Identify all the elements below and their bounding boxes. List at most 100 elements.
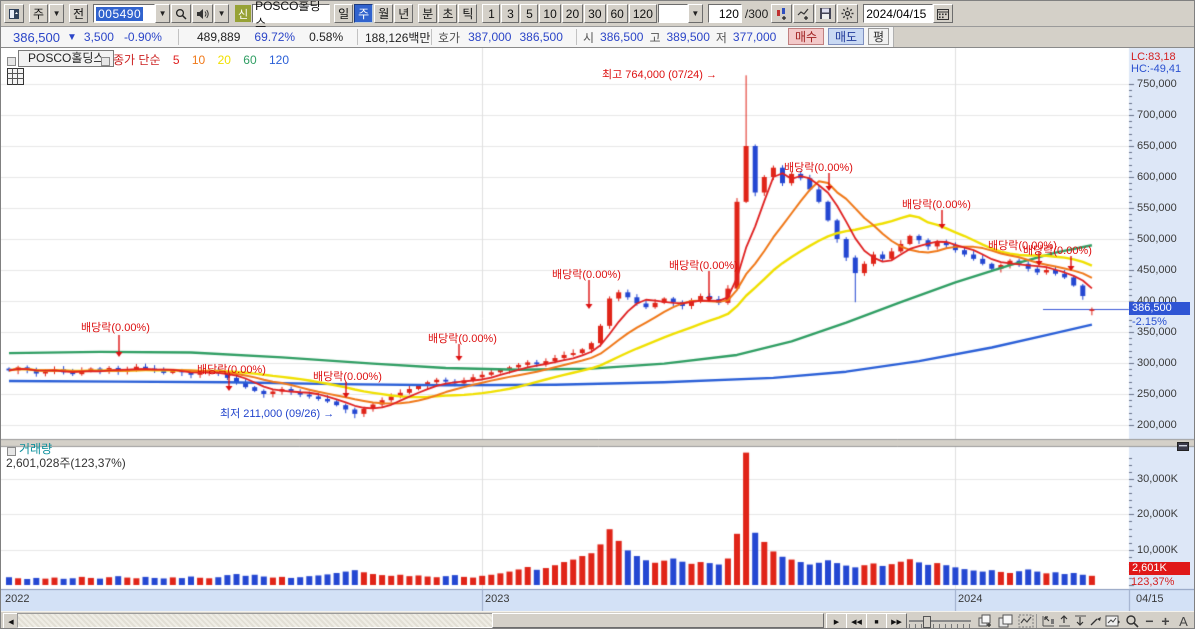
new-signal-badge: 신 bbox=[235, 5, 252, 22]
period-tab-year[interactable]: 년 bbox=[394, 4, 414, 23]
new-window-button[interactable] bbox=[997, 613, 1014, 628]
avg-button[interactable]: 평 bbox=[868, 28, 889, 45]
trendline-tool-button[interactable] bbox=[1088, 613, 1105, 628]
period-tab-month[interactable]: 월 bbox=[374, 4, 394, 23]
quote-cells: 386,500 ▼ 3,500 -0.90% 489,889 69.72% 0.… bbox=[1, 27, 894, 47]
price-volume-chart[interactable] bbox=[1, 48, 1194, 611]
interval-1[interactable]: 1 bbox=[482, 4, 501, 23]
interval-3[interactable]: 3 bbox=[501, 4, 520, 23]
pattern-search-button[interactable] bbox=[1017, 613, 1034, 628]
trendline-tool-icon bbox=[1090, 617, 1101, 626]
period-tab-tick[interactable]: 틱 bbox=[458, 4, 478, 23]
rate-pct: 0.58% bbox=[309, 30, 344, 44]
sound-dropdown-arrow[interactable]: ▼ bbox=[214, 4, 230, 23]
sell-button[interactable]: 매도 bbox=[828, 28, 864, 45]
interval-combo[interactable] bbox=[657, 4, 688, 23]
stock-name: POSCO홀딩스 bbox=[255, 0, 321, 30]
gear-icon bbox=[841, 7, 854, 20]
new-window-icon bbox=[998, 614, 1013, 628]
buy-button[interactable]: 매수 bbox=[788, 28, 824, 45]
search-button[interactable] bbox=[171, 4, 192, 23]
ask-price: 387,000 bbox=[468, 30, 512, 44]
price-change-pct: -0.90% bbox=[123, 30, 162, 44]
stop-button[interactable]: ■ bbox=[866, 613, 887, 628]
speed-slider-thumb[interactable] bbox=[923, 616, 931, 628]
volume-value: 489,889 bbox=[197, 30, 241, 44]
interval-20[interactable]: 20 bbox=[561, 4, 584, 23]
compare-add-icon bbox=[978, 614, 991, 627]
turnover-pct: 69.72% bbox=[254, 30, 296, 44]
bar-count-value: 120 bbox=[718, 6, 739, 21]
chart-type-combo[interactable]: 주 bbox=[29, 4, 49, 23]
play-button[interactable]: ▶ bbox=[826, 613, 847, 628]
zoom-button[interactable] bbox=[1123, 613, 1140, 628]
rewind-button[interactable]: ◀◀ bbox=[846, 613, 867, 628]
low-point-tool-icon bbox=[1075, 615, 1086, 626]
high-point-tool-button[interactable] bbox=[1056, 613, 1073, 628]
bottom-toolbar: ◀ ▶ ◀◀ ■ ▶▶ bbox=[1, 611, 1194, 629]
period-tab-minute[interactable]: 분 bbox=[418, 4, 438, 23]
zoom-in-button[interactable]: + bbox=[1161, 613, 1170, 629]
chart-image-tool-button[interactable] bbox=[1104, 613, 1121, 628]
forward-button[interactable]: ▶▶ bbox=[886, 613, 907, 628]
interval-10[interactable]: 10 bbox=[539, 4, 561, 23]
zoom-out-button[interactable]: − bbox=[1145, 613, 1154, 629]
date-value: 2024/04/15 bbox=[866, 6, 927, 21]
add-candle-icon bbox=[777, 8, 787, 20]
stock-name-combo[interactable]: POSCO홀딩스 bbox=[252, 1, 331, 30]
low-point-tool-button[interactable] bbox=[1072, 613, 1089, 628]
high-point-tool-icon bbox=[1059, 615, 1070, 627]
settings-button[interactable] bbox=[837, 4, 859, 23]
low-price: 377,000 bbox=[732, 30, 777, 44]
price-change: 3,500 bbox=[83, 30, 114, 44]
interval-60[interactable]: 60 bbox=[606, 4, 628, 23]
code-dropdown-arrow[interactable]: ▼ bbox=[155, 4, 171, 23]
down-arrow-icon: ▼ bbox=[67, 31, 77, 43]
bar-count-input[interactable]: 120 bbox=[707, 4, 742, 23]
period-tab-day[interactable]: 일 bbox=[334, 4, 354, 23]
crosshair-tool-icon bbox=[1042, 616, 1054, 627]
bid-price: 386,500 bbox=[519, 30, 563, 44]
zoom-icon bbox=[1125, 615, 1139, 628]
add-trendline-button[interactable] bbox=[793, 4, 815, 23]
current-volume-badge: 2,601K bbox=[1129, 562, 1190, 575]
save-icon bbox=[820, 8, 832, 19]
open-label: 시 bbox=[583, 30, 595, 45]
search-icon bbox=[176, 8, 187, 20]
crosshair-tool-button[interactable] bbox=[1040, 613, 1057, 628]
speed-slider-ticks bbox=[909, 624, 971, 628]
date-input[interactable]: 2024/04/15 bbox=[863, 4, 934, 23]
jeon-button[interactable]: 전 bbox=[69, 4, 89, 23]
code-input[interactable]: 005490 bbox=[93, 4, 156, 23]
horizontal-scrollbar-thumb[interactable] bbox=[492, 613, 824, 628]
period-tab-second[interactable]: 초 bbox=[438, 4, 458, 23]
speaker-icon bbox=[197, 8, 209, 19]
quote-bar: 386,500 ▼ 3,500 -0.90% 489,889 69.72% 0.… bbox=[1, 27, 1194, 48]
open-price: 386,500 bbox=[600, 30, 644, 44]
interval-30[interactable]: 30 bbox=[584, 4, 606, 23]
font-size-button[interactable]: A bbox=[1179, 613, 1188, 629]
calendar-button[interactable] bbox=[933, 4, 954, 23]
toolbar-divider bbox=[1036, 614, 1037, 628]
interval-combo-arrow[interactable]: ▼ bbox=[687, 4, 703, 23]
pattern-search-icon bbox=[1018, 614, 1033, 628]
speed-slider-track[interactable] bbox=[909, 620, 971, 622]
chart-window-icon[interactable] bbox=[4, 4, 24, 23]
chart-type-combo-arrow[interactable]: ▼ bbox=[49, 4, 65, 23]
sound-button[interactable] bbox=[192, 4, 214, 23]
period-tab-week[interactable]: 주 bbox=[354, 4, 374, 23]
bar-count-max-label: /300 bbox=[744, 6, 769, 21]
calendar-icon bbox=[937, 8, 950, 20]
code-value: 005490 bbox=[96, 6, 144, 21]
compare-add-button[interactable] bbox=[977, 613, 994, 628]
chart-area: POSCO홀딩스 종가 단순 5 10 20 60 120 LC:83,18 H… bbox=[1, 48, 1194, 611]
high-price: 389,500 bbox=[666, 30, 710, 44]
current-price: 386,500 bbox=[13, 29, 60, 45]
save-button[interactable] bbox=[815, 4, 837, 23]
interval-5[interactable]: 5 bbox=[520, 4, 539, 23]
interval-120[interactable]: 120 bbox=[628, 4, 657, 23]
high-label: 고 bbox=[649, 30, 661, 45]
add-indicator-button[interactable] bbox=[771, 4, 793, 23]
add-line-icon bbox=[797, 8, 809, 20]
